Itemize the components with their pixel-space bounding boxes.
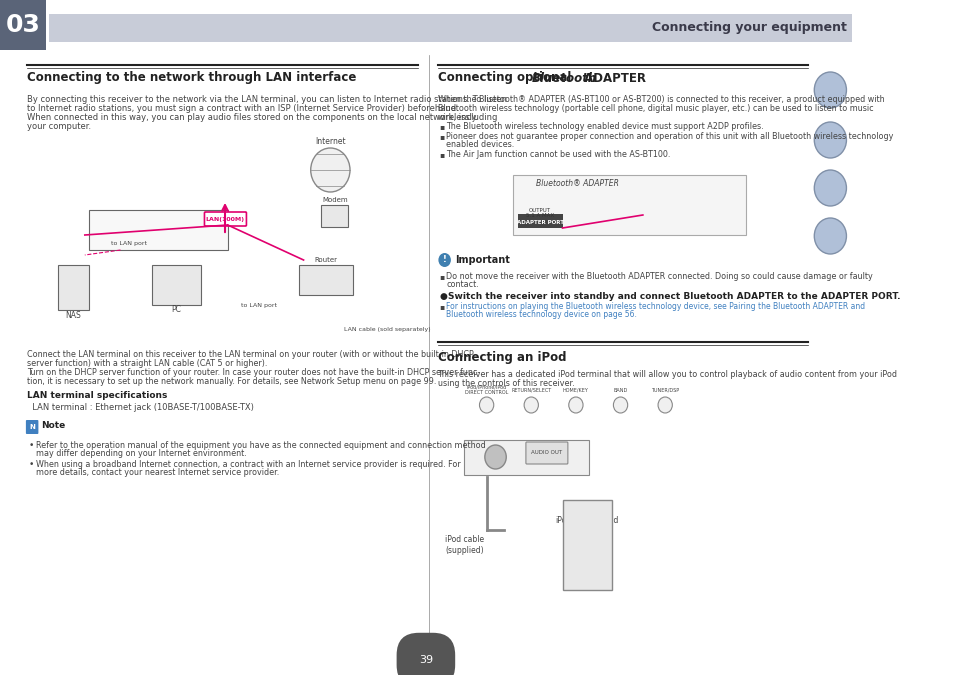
- Text: ▪: ▪: [438, 132, 444, 141]
- Text: may differ depending on your Internet environment.: may differ depending on your Internet en…: [35, 449, 246, 458]
- Text: ●: ●: [438, 292, 447, 301]
- Text: Bluetooth® ADAPTER: Bluetooth® ADAPTER: [536, 178, 618, 188]
- FancyBboxPatch shape: [26, 420, 38, 434]
- Text: using the controls of this receiver.: using the controls of this receiver.: [437, 379, 574, 388]
- Text: The Air Jam function cannot be used with the AS-BT100.: The Air Jam function cannot be used with…: [446, 150, 670, 159]
- Text: Turn on the DHCP server function of your router. In case your router does not ha: Turn on the DHCP server function of your…: [27, 368, 479, 377]
- Text: When the Bluetooth® ADAPTER (AS-BT100 or AS-BT200) is connected to this receiver: When the Bluetooth® ADAPTER (AS-BT100 or…: [437, 95, 883, 104]
- Bar: [0, 0, 47, 50]
- Text: iPod cable
(supplied): iPod cable (supplied): [444, 535, 483, 555]
- Text: iPod/iPhone/iPad: iPod/iPhone/iPad: [555, 516, 618, 524]
- Text: !: !: [442, 256, 446, 265]
- Circle shape: [523, 397, 537, 413]
- Text: to LAN port: to LAN port: [241, 302, 276, 308]
- Text: Bluetooth wireless technology (portable cell phone, digital music player, etc.) : Bluetooth wireless technology (portable …: [437, 104, 872, 113]
- Text: ▪: ▪: [438, 150, 444, 159]
- Text: NAS: NAS: [65, 310, 81, 319]
- Text: Do not move the receiver with the Bluetooth ADAPTER connected. Doing so could ca: Do not move the receiver with the Blueto…: [446, 272, 872, 281]
- Text: iPod/iPhone/iPod
DIRECT CONTROL: iPod/iPhone/iPod DIRECT CONTROL: [464, 385, 508, 396]
- Text: more details, contact your nearest Internet service provider.: more details, contact your nearest Inter…: [35, 468, 278, 477]
- Circle shape: [658, 397, 672, 413]
- Text: For instructions on playing the Bluetooth wireless technology device, see Pairin: For instructions on playing the Bluetoot…: [446, 302, 864, 311]
- Text: Router: Router: [314, 257, 337, 263]
- Text: LAN terminal : Ethernet jack (10BASE-T/100BASE-TX): LAN terminal : Ethernet jack (10BASE-T/1…: [27, 403, 253, 412]
- Bar: [299, 265, 353, 295]
- Circle shape: [814, 218, 845, 254]
- Bar: [90, 210, 228, 250]
- Text: Bluetooth wireless technology device on page 56.: Bluetooth wireless technology device on …: [446, 310, 637, 319]
- Text: Modem: Modem: [322, 197, 347, 203]
- Text: Connecting an iPod: Connecting an iPod: [437, 350, 565, 364]
- Circle shape: [484, 445, 506, 469]
- Circle shape: [438, 253, 451, 267]
- Text: wirelessly.: wirelessly.: [437, 113, 477, 122]
- Text: Bluetooth: Bluetooth: [531, 72, 596, 84]
- Text: Connecting your equipment: Connecting your equipment: [651, 22, 845, 34]
- Text: LAN terminal specifications: LAN terminal specifications: [27, 391, 167, 400]
- Bar: [49, 14, 851, 42]
- Text: Connecting to the network through LAN interface: Connecting to the network through LAN in…: [27, 72, 355, 84]
- Bar: [152, 265, 201, 305]
- Circle shape: [479, 397, 494, 413]
- Text: Pioneer does not guarantee proper connection and operation of this unit with all: Pioneer does not guarantee proper connec…: [446, 132, 893, 141]
- Circle shape: [613, 397, 627, 413]
- Text: By connecting this receiver to the network via the LAN terminal, you can listen : By connecting this receiver to the netwo…: [27, 95, 506, 104]
- Circle shape: [814, 72, 845, 108]
- Bar: [562, 500, 611, 590]
- FancyBboxPatch shape: [204, 212, 246, 226]
- Text: PC: PC: [171, 306, 181, 315]
- Text: •: •: [29, 460, 34, 469]
- Bar: [58, 265, 90, 310]
- Bar: [321, 205, 348, 227]
- Text: The Bluetooth wireless technology enabled device must support A2DP profiles.: The Bluetooth wireless technology enable…: [446, 122, 763, 131]
- Bar: [464, 440, 589, 475]
- Text: AUDIO OUT: AUDIO OUT: [530, 450, 561, 456]
- Text: Note: Note: [41, 421, 65, 429]
- Text: enabled devices.: enabled devices.: [446, 140, 515, 149]
- Text: Connecting optional: Connecting optional: [437, 72, 575, 84]
- Text: ▪: ▪: [438, 272, 444, 281]
- Text: BAND: BAND: [613, 387, 627, 392]
- Circle shape: [311, 148, 350, 192]
- Text: to Internet radio stations, you must sign a contract with an ISP (Internet Servi: to Internet radio stations, you must sig…: [27, 104, 458, 113]
- Circle shape: [568, 397, 582, 413]
- Bar: [517, 214, 562, 228]
- Bar: [513, 175, 744, 235]
- Text: HOME/KEY: HOME/KEY: [562, 387, 588, 392]
- Text: N: N: [30, 424, 35, 430]
- Text: This receiver has a dedicated iPod terminal that will allow you to control playb: This receiver has a dedicated iPod termi…: [437, 370, 897, 379]
- Text: When connected in this way, you can play audio files stored on the components on: When connected in this way, you can play…: [27, 113, 497, 122]
- Text: RETURN/SELECT: RETURN/SELECT: [511, 387, 551, 392]
- Text: your computer.: your computer.: [27, 122, 91, 131]
- Text: LAN cable (sold separately): LAN cable (sold separately): [343, 327, 430, 333]
- Circle shape: [814, 122, 845, 158]
- FancyBboxPatch shape: [525, 442, 567, 464]
- Text: •: •: [29, 441, 34, 450]
- Text: tion, it is necessary to set up the network manually. For details, see Network S: tion, it is necessary to set up the netw…: [27, 377, 436, 386]
- Text: Refer to the operation manual of the equipment you have as the connected equipme: Refer to the operation manual of the equ…: [35, 441, 485, 450]
- Circle shape: [814, 170, 845, 206]
- Text: 39: 39: [418, 655, 433, 665]
- Text: ADAPTER: ADAPTER: [579, 72, 646, 84]
- Text: to LAN port: to LAN port: [112, 240, 148, 246]
- Text: Switch the receiver into standby and connect Bluetooth ADAPTER to the ADAPTER PO: Switch the receiver into standby and con…: [448, 292, 900, 301]
- Text: When using a broadband Internet connection, a contract with an Internet service : When using a broadband Internet connecti…: [35, 460, 460, 469]
- Text: 03: 03: [6, 13, 41, 37]
- Text: Connect the LAN terminal on this receiver to the LAN terminal on your router (wi: Connect the LAN terminal on this receive…: [27, 350, 473, 359]
- Text: ADAPTER PORT: ADAPTER PORT: [517, 219, 563, 225]
- Text: LAN(100M): LAN(100M): [205, 217, 244, 221]
- Text: server function) with a straight LAN cable (CAT 5 or higher).: server function) with a straight LAN cab…: [27, 359, 267, 368]
- Text: TUNER/DSP: TUNER/DSP: [651, 387, 679, 392]
- Text: OUTPUT
5.1 A MAX: OUTPUT 5.1 A MAX: [525, 208, 554, 219]
- Text: ▪: ▪: [438, 302, 444, 311]
- Text: Important: Important: [455, 255, 510, 265]
- Text: Internet: Internet: [314, 138, 345, 146]
- Text: contact.: contact.: [446, 280, 478, 289]
- Text: ▪: ▪: [438, 122, 444, 131]
